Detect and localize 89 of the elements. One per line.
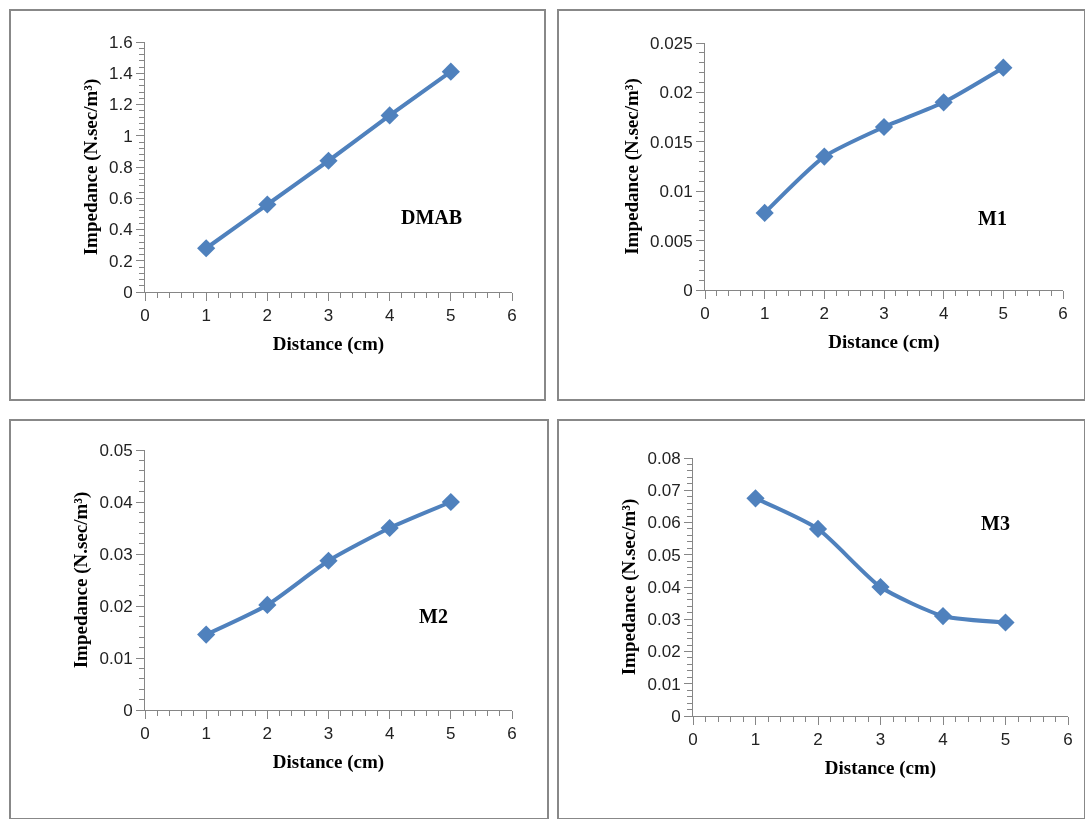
point [815, 147, 834, 166]
y-tick-label: 0 [123, 700, 133, 720]
x-tick-label: 4 [938, 304, 949, 324]
y-tick-label: 1.2 [108, 95, 133, 115]
x-tick-label: 2 [262, 724, 273, 744]
point [874, 117, 894, 137]
y-tick-label: 0.8 [108, 157, 133, 177]
y-tick-label: 0.02 [659, 83, 693, 103]
point [933, 606, 953, 626]
point [197, 625, 216, 644]
y-tick-label: 1.6 [108, 32, 133, 52]
point [934, 93, 953, 112]
y-tick-label: 0.2 [108, 251, 133, 271]
point [996, 613, 1015, 632]
annotation: M3 [981, 512, 1010, 534]
x-tick-label: 5 [446, 306, 456, 326]
x-tick-label: 2 [819, 304, 830, 324]
x-tick-label: 3 [875, 730, 886, 750]
y-tick-label: 0.04 [99, 492, 133, 512]
x-tick-label: 4 [938, 730, 948, 750]
y-tick-label: 0.02 [99, 596, 133, 616]
x-tick-label: 5 [1000, 730, 1011, 750]
y-tick-label: 0.6 [108, 189, 133, 209]
x-tick-label: 6 [507, 306, 517, 326]
x-tick-label: 6 [507, 724, 517, 744]
x-tick-label: 5 [446, 724, 456, 744]
x-tick-label: 3 [879, 304, 889, 324]
y-tick-label: 1 [123, 126, 133, 146]
y-tick-label: 0.01 [647, 674, 681, 694]
point [994, 58, 1013, 77]
y-tick-label: 0.005 [650, 231, 693, 251]
y-tick-label: 0.03 [647, 610, 681, 630]
x-tick-label: 2 [262, 306, 273, 326]
x-tick-label: 1 [750, 730, 761, 750]
y-tick-label: 0.01 [659, 182, 693, 202]
x-axis-title: Distance (cm) [824, 757, 937, 780]
point [746, 489, 765, 508]
point [319, 551, 338, 570]
y-axis-title: Impedance (N.sec/m³) [618, 498, 641, 676]
x-tick-label: 1 [201, 306, 211, 326]
point [808, 519, 828, 539]
x-tick-label: 3 [323, 724, 334, 744]
y-tick-label: 0 [683, 280, 693, 300]
x-axis-title: Distance (cm) [272, 751, 385, 774]
point [258, 195, 277, 214]
y-tick-label: 0.4 [108, 220, 133, 240]
point [441, 62, 460, 81]
y-axis-title: Impedance (N.sec/m³) [620, 78, 643, 255]
x-tick-label: 4 [384, 724, 395, 744]
y-axis-title: Impedance (N.sec/m³) [79, 78, 102, 256]
x-tick-label: 3 [323, 306, 334, 326]
x-axis-title: Distance (cm) [828, 331, 940, 354]
point [441, 492, 460, 512]
x-tick-label: 0 [140, 724, 150, 744]
x-tick-label: 2 [813, 730, 823, 750]
y-tick-label: 0.04 [647, 577, 681, 597]
point [258, 595, 277, 615]
x-tick-label: 0 [700, 304, 710, 324]
point [755, 203, 774, 223]
x-tick-label: 5 [998, 304, 1009, 324]
y-tick-label: 0 [671, 706, 681, 726]
x-tick-label: 1 [759, 304, 770, 324]
y-tick-label: 0 [123, 282, 133, 302]
y-tick-label: 0.06 [647, 513, 681, 533]
y-axis-title: Impedance (N.sec/m³) [70, 491, 93, 669]
annotation: M2 [419, 605, 448, 627]
y-tick-label: 0.025 [650, 33, 693, 53]
y-tick-label: 0.02 [647, 642, 681, 662]
point [871, 577, 890, 597]
y-tick-label: 0.01 [99, 648, 133, 668]
x-tick-label: 6 [1058, 304, 1068, 324]
x-tick-label: 4 [384, 306, 395, 326]
point [380, 518, 399, 538]
x-tick-label: 0 [140, 306, 150, 326]
y-tick-label: 0.08 [647, 448, 681, 468]
point [380, 106, 399, 125]
annotation: DMAB [401, 206, 463, 228]
y-tick-label: 0.05 [647, 545, 681, 565]
x-tick-label: 6 [1063, 730, 1073, 750]
x-tick-label: 1 [201, 724, 211, 744]
y-tick-label: 0.07 [647, 481, 681, 501]
y-tick-label: 0.05 [99, 440, 133, 460]
y-tick-label: 0.015 [650, 132, 693, 152]
annotation: M1 [978, 207, 1007, 229]
y-tick-label: 0.03 [99, 544, 133, 564]
point [319, 151, 338, 170]
point [197, 239, 216, 258]
y-tick-label: 1.4 [108, 64, 133, 84]
x-axis-title: Distance (cm) [272, 333, 385, 356]
